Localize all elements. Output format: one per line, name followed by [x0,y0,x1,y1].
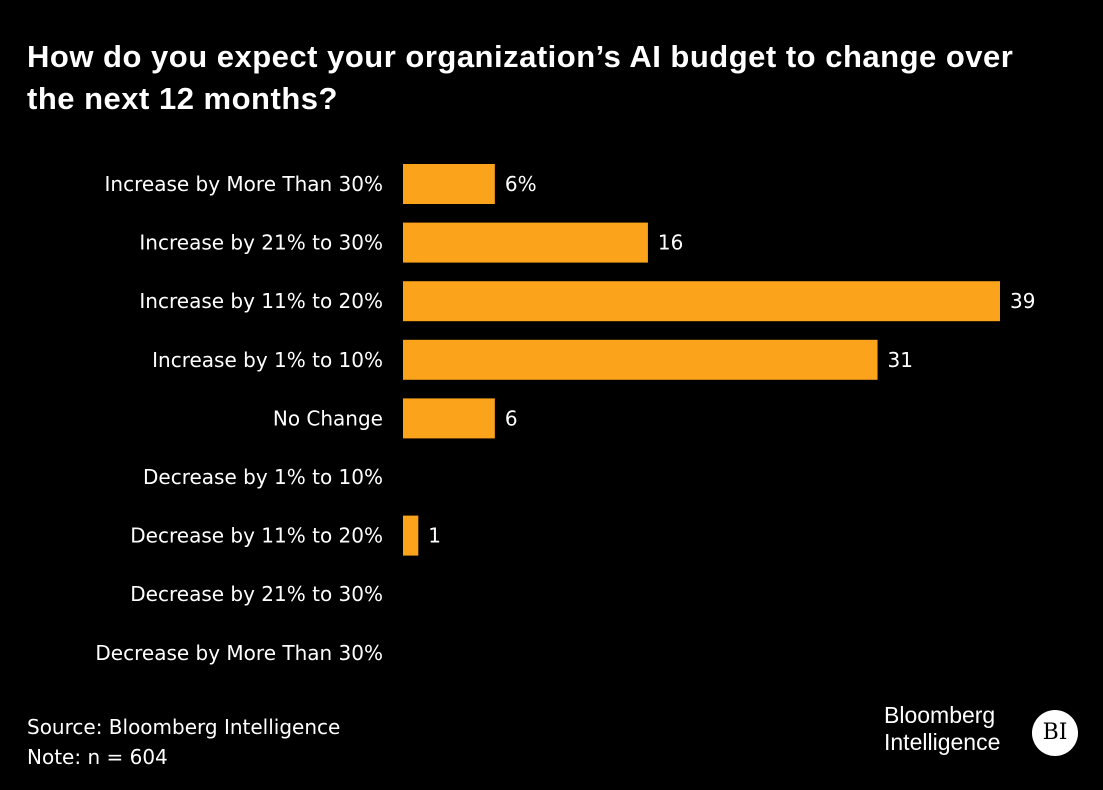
data-label: 6% [505,172,537,196]
category-label: Decrease by 1% to 10% [143,465,383,489]
data-label: 39 [1010,289,1035,313]
data-label: 16 [658,231,683,255]
category-label: Decrease by 11% to 20% [130,524,383,548]
bar [403,398,495,439]
category-label: Increase by 11% to 20% [139,289,383,313]
data-label: 6 [505,406,518,430]
category-label: Increase by 21% to 30% [139,231,383,255]
bar [403,222,648,263]
bar-chart: Increase by More Than 30% 6% Increase by 2… [95,164,1035,665]
category-label: No Change [273,406,383,430]
bar [403,164,495,204]
source-text: Source: Bloomberg Intelligence [27,715,341,739]
bar [403,515,419,556]
bar [403,339,878,380]
category-label: Increase by 1% to 10% [152,348,383,372]
logo-line1: Bloomberg [884,702,996,728]
data-label: 1 [428,524,441,548]
logo-line2: Intelligence [884,729,1001,755]
chart-footer: Source: Bloomberg Intelligence Note: n =… [27,712,340,772]
chart-title: How do you expect your organization’s AI… [27,39,1014,116]
bar [403,281,1000,322]
bi-badge-icon: BI [1032,710,1078,756]
category-label: Increase by More Than 30% [105,172,383,196]
bloomberg-intelligence-logo: Bloomberg Intelligence BI [884,702,1078,756]
data-label: 31 [888,348,913,372]
note-text: Note: n = 604 [27,745,168,769]
category-label: Decrease by 21% to 30% [130,582,383,606]
category-label: Decrease by More Than 30% [95,641,383,665]
